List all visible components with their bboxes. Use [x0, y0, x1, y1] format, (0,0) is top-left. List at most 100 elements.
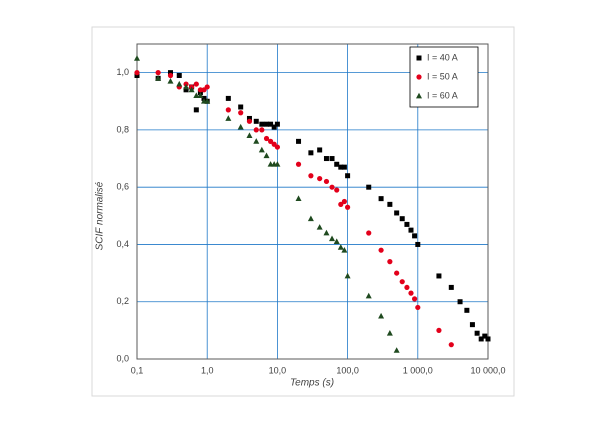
marker [399, 216, 405, 222]
y-tick-label: 0,4 [116, 239, 129, 249]
marker [393, 347, 400, 353]
marker [183, 87, 189, 93]
marker [237, 123, 244, 130]
marker [448, 342, 454, 348]
marker [225, 115, 232, 121]
marker [188, 86, 195, 93]
marker [246, 132, 253, 139]
marker [345, 204, 351, 210]
marker [323, 178, 330, 185]
marker [317, 175, 323, 182]
marker [338, 201, 344, 207]
marker [317, 147, 323, 153]
marker [394, 210, 400, 216]
marker [134, 70, 140, 76]
marker [167, 70, 173, 76]
marker [323, 229, 330, 236]
marker [193, 92, 200, 98]
marker [408, 227, 414, 233]
marker [295, 195, 302, 202]
marker [338, 164, 344, 170]
x-tick-label: 1,0 [201, 365, 214, 375]
marker [307, 215, 314, 222]
x-tick-label: 1 000,0 [403, 365, 433, 375]
marker [334, 161, 340, 167]
marker [263, 135, 270, 142]
marker [167, 78, 174, 84]
marker [416, 74, 422, 80]
marker [193, 107, 199, 113]
marker [176, 80, 183, 87]
marker [246, 115, 252, 121]
marker [225, 107, 231, 113]
marker [308, 150, 314, 156]
marker [365, 292, 372, 299]
marker [387, 259, 393, 265]
marker [386, 330, 393, 336]
marker [408, 290, 414, 296]
marker [238, 104, 244, 110]
marker [323, 156, 329, 162]
marker [155, 75, 162, 81]
plot-area [136, 43, 489, 360]
marker [204, 98, 211, 104]
marker [176, 73, 182, 78]
marker [485, 336, 491, 342]
marker [366, 184, 372, 190]
marker [253, 127, 259, 133]
marker [333, 238, 340, 244]
y-axis-title: SCIF normalisé [95, 181, 106, 250]
marker [478, 336, 484, 342]
marker [268, 121, 274, 127]
marker [329, 184, 335, 190]
marker [253, 118, 259, 124]
y-tick-label: 0,8 [116, 124, 129, 134]
marker [246, 118, 253, 124]
marker [274, 121, 280, 127]
marker [329, 156, 335, 162]
marker [274, 161, 281, 167]
marker [204, 84, 210, 90]
marker [404, 284, 410, 291]
marker [341, 246, 348, 253]
marker [193, 81, 199, 87]
marker [259, 121, 265, 127]
y-tick-label: 1,0 [116, 67, 129, 77]
marker [394, 270, 400, 276]
marker [296, 138, 302, 144]
marker [412, 233, 418, 239]
marker [436, 273, 442, 279]
marker [329, 235, 336, 242]
marker [155, 70, 161, 76]
marker [267, 138, 274, 144]
marker [474, 330, 480, 336]
x-tick-label: 10 000,0 [470, 365, 505, 375]
marker [271, 124, 277, 130]
marker [378, 196, 384, 202]
marker [197, 87, 203, 93]
marker [167, 72, 174, 79]
marker [448, 284, 454, 290]
legend-label: I = 50 A [427, 71, 458, 81]
marker [295, 161, 302, 167]
marker [263, 152, 270, 159]
marker [464, 307, 470, 313]
x-tick-label: 10,0 [269, 365, 287, 375]
legend-label: I = 60 A [427, 90, 458, 100]
marker [274, 144, 280, 150]
y-tick-label: 0,0 [116, 353, 129, 363]
marker [436, 327, 442, 333]
marker [264, 121, 270, 127]
marker [197, 92, 204, 98]
y-tick-label: 0,2 [116, 296, 129, 306]
marker [404, 221, 410, 227]
marker [378, 247, 384, 253]
marker [469, 322, 475, 328]
marker [344, 272, 351, 279]
marker [387, 201, 393, 207]
marker [258, 146, 265, 153]
y-tick-label: 0,6 [116, 182, 129, 192]
x-tick-label: 100,0 [336, 365, 359, 375]
x-tick-label: 0,1 [131, 365, 144, 375]
